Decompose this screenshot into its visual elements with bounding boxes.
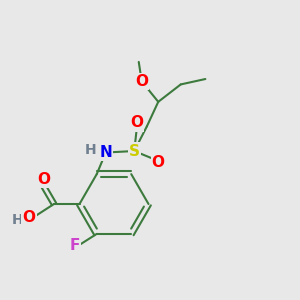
Text: O: O	[130, 115, 143, 130]
Text: H: H	[84, 143, 96, 157]
Text: O: O	[152, 155, 165, 170]
Text: S: S	[129, 143, 140, 158]
Text: O: O	[37, 172, 50, 187]
Text: O: O	[135, 74, 148, 89]
Text: O: O	[22, 210, 36, 225]
Text: H: H	[12, 213, 24, 227]
Text: N: N	[99, 145, 112, 160]
Text: F: F	[70, 238, 80, 253]
